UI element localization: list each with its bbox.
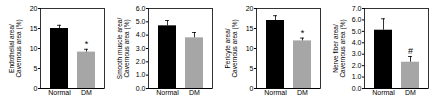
svg-text:DM: DM [189,89,200,96]
svg-text:4.0: 4.0 [136,31,146,38]
svg-text:Nerve fiber area/Cavernous are: Nerve fiber area/Cavernous area (%) [332,19,347,77]
svg-text:Normal: Normal [264,89,287,96]
svg-text:0.0: 0.0 [136,85,146,92]
svg-text:3.0: 3.0 [352,50,362,57]
svg-text:#: # [408,46,413,56]
svg-text:*: * [85,39,89,49]
svg-text:Normal: Normal [156,89,179,96]
svg-text:DM: DM [297,89,308,96]
svg-text:5: 5 [34,65,38,72]
svg-text:2.0: 2.0 [352,62,362,69]
svg-text:1.0: 1.0 [136,71,146,78]
svg-text:*: * [301,28,305,38]
svg-text:6.0: 6.0 [136,5,146,12]
svg-text:0.0: 0.0 [352,85,362,92]
svg-text:0: 0 [250,85,254,92]
svg-text:15: 15 [246,25,254,32]
svg-text:Smooth muscle area/Cavernous a: Smooth muscle area/Cavernous area (%) [116,18,131,80]
svg-text:5: 5 [250,65,254,72]
svg-text:4.0: 4.0 [352,39,362,46]
svg-text:10: 10 [30,45,38,52]
svg-text:2.0: 2.0 [136,58,146,65]
svg-text:15: 15 [30,25,38,32]
svg-text:10: 10 [246,45,254,52]
svg-text:5.0: 5.0 [136,18,146,25]
svg-text:20: 20 [246,5,254,12]
svg-text:7.0: 7.0 [352,5,362,12]
svg-text:DM: DM [405,89,416,96]
svg-text:Endothelial area/Cavernous are: Endothelial area/Cavernous area (%) [8,19,23,77]
svg-text:1.0: 1.0 [352,73,362,80]
svg-text:6.0: 6.0 [352,16,362,23]
svg-text:Pericyte area/Cavernous area (: Pericyte area/Cavernous area (%) [224,19,239,77]
svg-text:3.0: 3.0 [136,45,146,52]
svg-text:DM: DM [81,89,92,96]
svg-text:Normal: Normal [372,89,395,96]
svg-text:20: 20 [30,5,38,12]
svg-text:0: 0 [34,85,38,92]
svg-text:Normal: Normal [48,89,71,96]
svg-text:5.0: 5.0 [352,28,362,35]
